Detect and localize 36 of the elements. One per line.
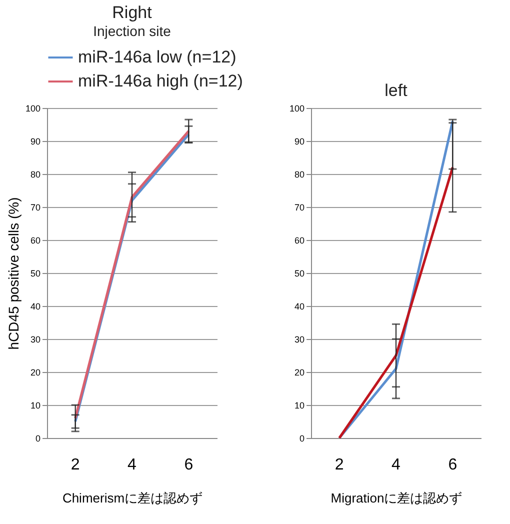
x-axis-title: Chimerismに差は認めず [62,490,203,506]
y-tick-label: 70 [294,202,304,212]
y-axis-title: hCD45 positive cells (%) [5,197,22,350]
y-tick-label: 90 [30,136,40,146]
y-tick-label: 100 [25,104,40,114]
y-tick-label: 10 [30,400,40,410]
y-tick-label: 20 [294,368,304,378]
y-tick-label: 40 [30,302,40,312]
legend-label: miR-146a low (n=12) [78,48,236,66]
y-tick-label: 30 [30,334,40,344]
chart-title: left [384,81,408,100]
y-tick-label: 20 [30,368,40,378]
chart-title: Right [112,3,152,22]
x-tick-label: 4 [392,456,401,474]
chart-subtitle: Injection site [93,23,172,39]
x-tick-label: 2 [70,456,80,474]
x-tick-label: 2 [334,456,344,474]
x-tick-label: 6 [448,456,458,474]
x-tick-label: 4 [128,456,137,474]
x-axis-title: Migrationに差は認めず [330,490,462,506]
y-tick-label: 90 [294,136,304,146]
y-tick-label: 80 [30,170,40,180]
y-tick-label: 40 [294,302,304,312]
y-tick-label: 60 [30,236,40,246]
legend-label: miR-146a high (n=12) [78,72,243,90]
y-tick-label: 80 [294,170,304,180]
x-tick-label: 6 [184,456,194,474]
y-tick-label: 0 [35,434,40,444]
y-tick-label: 60 [294,236,304,246]
y-tick-label: 50 [294,268,304,278]
y-tick-label: 10 [294,400,304,410]
y-tick-label: 50 [30,268,40,278]
y-tick-label: 100 [289,104,304,114]
y-tick-label: 70 [30,202,40,212]
y-tick-label: 30 [294,334,304,344]
y-tick-label: 0 [299,434,304,444]
